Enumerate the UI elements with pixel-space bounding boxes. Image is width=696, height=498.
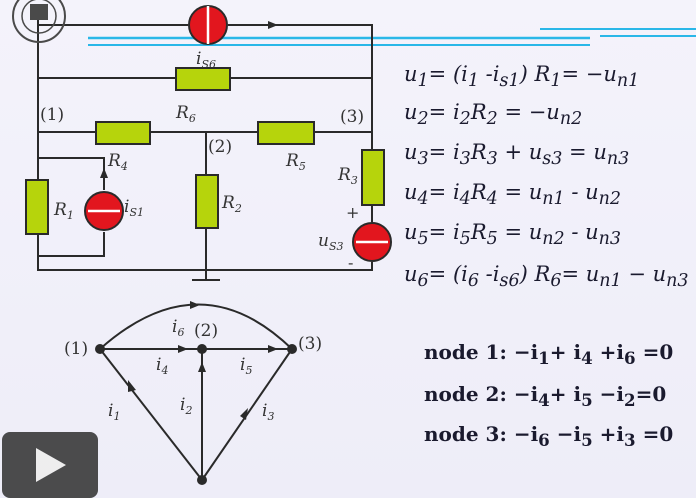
us3-label: u: [318, 231, 329, 251]
us3-minus: -: [348, 253, 353, 272]
us3-plus: +: [346, 203, 359, 222]
i1-label: i: [108, 401, 113, 421]
equation-u5: u5= i5R5 = un2 - un3: [404, 220, 622, 250]
university-logo: [8, 0, 70, 46]
r1-label: R: [53, 200, 67, 220]
svg-text:i2: i2: [180, 395, 192, 417]
svg-text:R3: R3: [337, 165, 358, 187]
resistor-r5: [257, 121, 315, 145]
i6-label: i: [172, 317, 177, 337]
svg-text:i4: i4: [156, 355, 168, 377]
graph-node-2: [197, 344, 207, 354]
r4-label: R: [107, 151, 121, 171]
equation-u4: u4= i4R4 = un1 - un2: [404, 180, 622, 210]
resistor-r4: [95, 121, 151, 145]
arrow-icon: [240, 408, 248, 420]
arrow-icon: [268, 21, 278, 29]
kcl-node-1: node 1: −i1+ i4 +i6 =0: [424, 340, 674, 368]
node-label-1: (1): [40, 105, 64, 125]
arrow-icon: [178, 345, 188, 353]
equation-u6: u6= (i6 -is6) R6= un1 − un3: [404, 262, 689, 292]
arrow-icon: [100, 168, 108, 178]
equation-u1: u1= (i1 -is1) R1= −un1: [404, 62, 640, 92]
svg-text:i1: i1: [108, 401, 120, 423]
graph-node-label-1: (1): [64, 339, 88, 359]
svg-text:R2: R2: [221, 193, 242, 215]
svg-text:uS3: uS3: [318, 231, 344, 253]
i2-label: i: [180, 395, 185, 415]
resistor-r6: [175, 67, 231, 91]
arrow-icon: [268, 345, 278, 353]
graph-node-label-2: (2): [194, 321, 218, 341]
node-label-3: (3): [340, 107, 364, 127]
r6-label: R: [175, 103, 189, 123]
equation-u3: u3= i3R3 + us3 = un3: [404, 140, 630, 170]
svg-text:R6: R6: [175, 103, 196, 125]
r5-label: R: [285, 151, 299, 171]
svg-text:iS6: iS6: [196, 49, 216, 71]
kcl-node-2: node 2: −i4+ i5 −i2=0: [424, 382, 667, 410]
graph-node-4: [197, 475, 207, 485]
i5-label: i: [240, 355, 245, 375]
play-button[interactable]: [2, 432, 98, 498]
is1-label: i: [124, 197, 129, 217]
svg-text:iS1: iS1: [124, 197, 144, 219]
i4-label: i: [156, 355, 161, 375]
svg-text:i3: i3: [262, 401, 274, 423]
resistor-r1: [25, 179, 49, 235]
arrow-icon: [128, 380, 136, 392]
resistor-r2: [195, 174, 219, 229]
equation-u2: u2= i2R2 = −un2: [404, 100, 583, 130]
i3-label: i: [262, 401, 267, 421]
svg-text:i6: i6: [172, 317, 184, 339]
graph-node-label-3: (3): [298, 334, 322, 354]
arrow-icon: [190, 301, 200, 309]
r3-label: R: [337, 165, 351, 185]
svg-text:R4: R4: [107, 151, 128, 173]
kcl-node-3: node 3: −i6 −i5 +i3 =0: [424, 422, 674, 450]
is6-label: i: [196, 49, 201, 69]
svg-text:R1: R1: [53, 200, 74, 222]
arrow-icon: [198, 362, 206, 372]
graph-node-1: [95, 344, 105, 354]
svg-text:i5: i5: [240, 355, 252, 377]
node-label-2: (2): [208, 137, 232, 157]
r2-label: R: [221, 193, 235, 213]
resistor-r3: [361, 149, 385, 206]
graph-node-3: [287, 344, 297, 354]
svg-text:R5: R5: [285, 151, 306, 173]
